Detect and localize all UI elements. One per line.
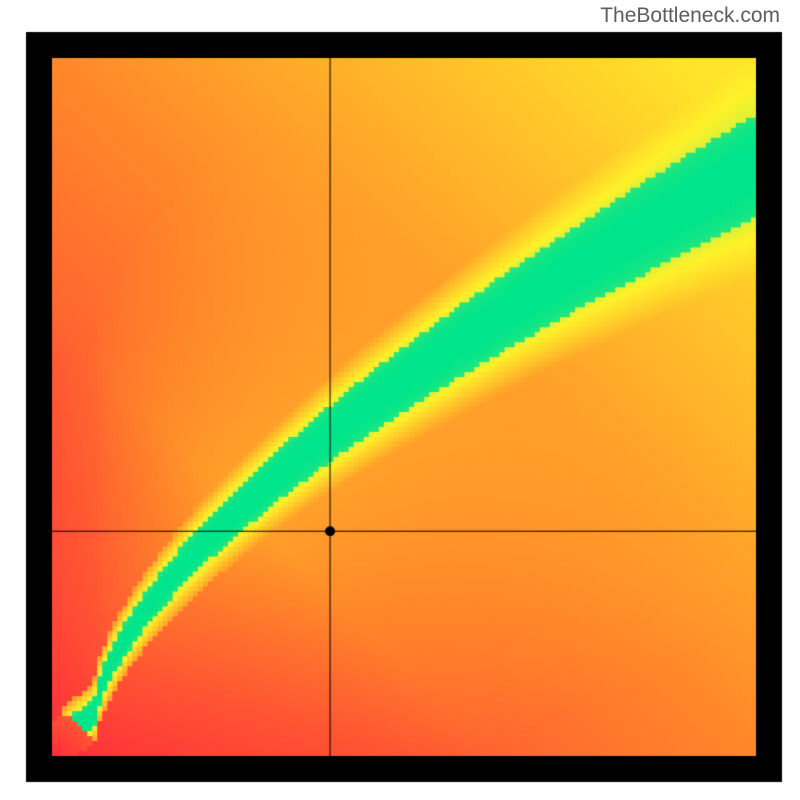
bottleneck-heatmap-chart — [0, 0, 800, 800]
watermark-text: TheBottleneck.com — [600, 4, 780, 28]
